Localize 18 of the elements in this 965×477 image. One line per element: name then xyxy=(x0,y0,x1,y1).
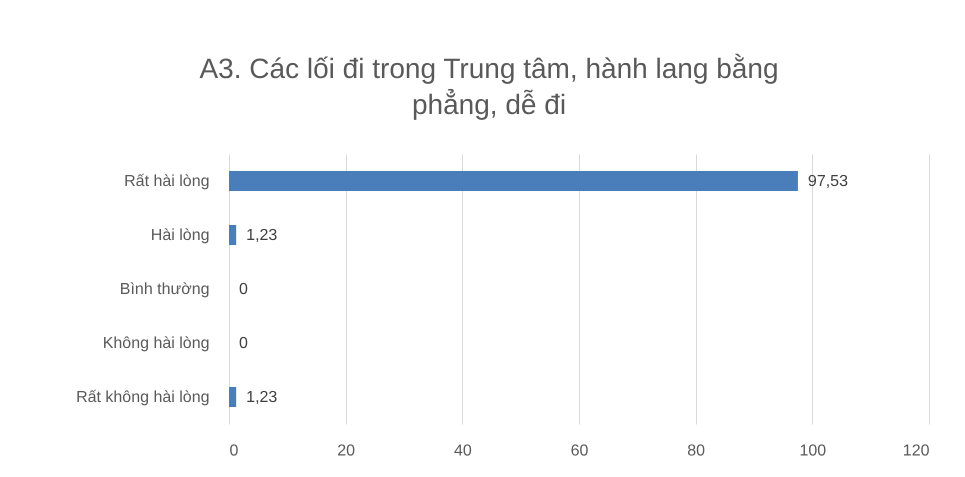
data-label: 0 xyxy=(239,281,248,298)
y-tick-label: Rất hài lòng xyxy=(124,173,210,190)
x-tick-label: 40 xyxy=(454,442,472,460)
x-tick-label: 80 xyxy=(687,442,706,460)
x-tick-label: 20 xyxy=(337,442,356,460)
y-tick-label: Bình thường xyxy=(120,281,210,298)
y-tick-label: Không hài lòng xyxy=(102,335,210,352)
chart-title: A3. Các lối đi trong Trung tâm, hành lang bằng phẳng, dễ đi xyxy=(199,53,779,120)
data-label: 1,23 xyxy=(246,389,278,406)
x-tick-label: 60 xyxy=(570,442,588,460)
y-tick-label: Rất không hài lòng xyxy=(76,389,210,406)
x-tick-label: 100 xyxy=(799,442,826,460)
data-label: 0 xyxy=(239,335,248,352)
x-tick-label: 0 xyxy=(230,442,238,460)
y-tick-label: Hài lòng xyxy=(150,227,210,244)
data-label: 97,53 xyxy=(808,173,848,190)
data-label: 1,23 xyxy=(246,227,278,244)
x-tick-label: 120 xyxy=(902,442,930,460)
